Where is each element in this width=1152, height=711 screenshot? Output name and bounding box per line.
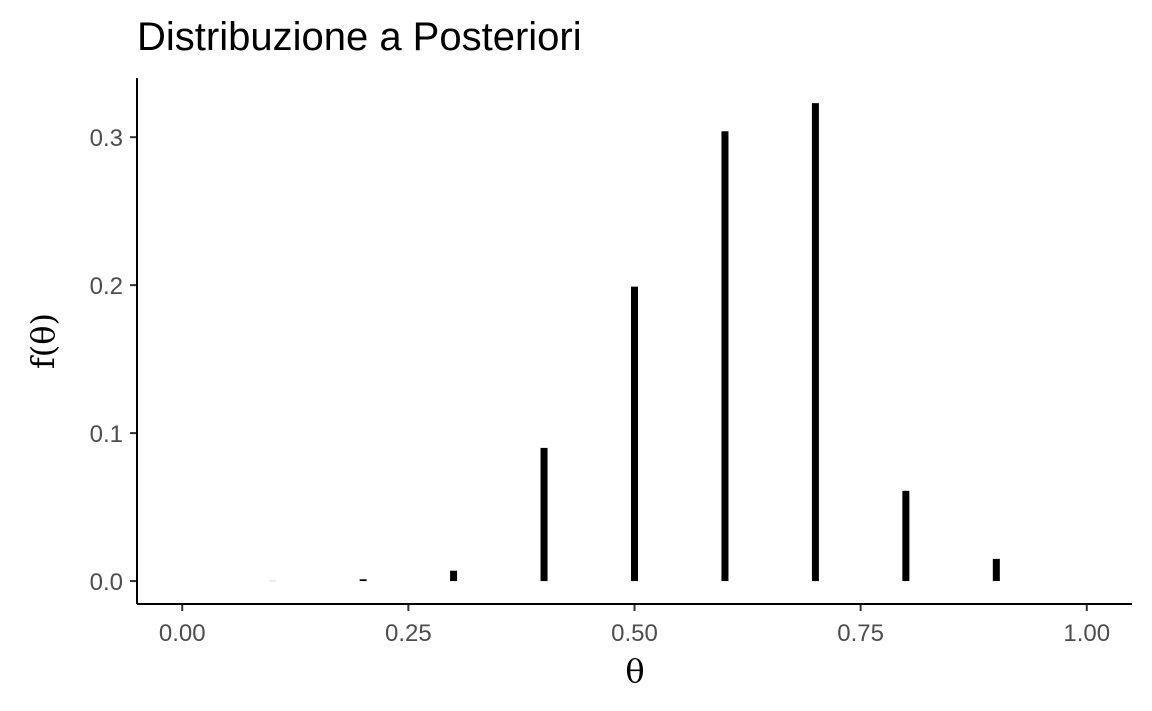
bar [359, 579, 367, 582]
y-axis-title: f(θ) [24, 313, 62, 369]
bars-group [269, 103, 1000, 582]
x-tick-label: 0.25 [385, 620, 432, 647]
y-tick-label: 0.3 [90, 125, 123, 152]
x-axis-ticks: 0.00 0.25 0.50 0.75 1.00 [159, 604, 1110, 647]
x-axis-title: θ [625, 652, 644, 690]
bar [902, 490, 910, 582]
y-tick-label: 0.1 [90, 421, 123, 448]
y-tick-label: 0.2 [90, 273, 123, 300]
x-tick-label: 0.75 [837, 620, 884, 647]
bar [540, 447, 548, 582]
y-axis-ticks: 0.0 0.1 0.2 0.3 [90, 125, 137, 596]
bar [721, 131, 729, 582]
y-tick-label: 0.0 [90, 569, 123, 596]
x-tick-label: 0.00 [159, 620, 206, 647]
bar [450, 570, 458, 582]
x-tick-label: 0.50 [611, 620, 658, 647]
bar [992, 558, 1000, 582]
bar [631, 286, 638, 582]
x-tick-label: 1.00 [1063, 620, 1110, 647]
chart-title: Distribuzione a Posteriori [137, 15, 582, 59]
bar [811, 103, 819, 582]
